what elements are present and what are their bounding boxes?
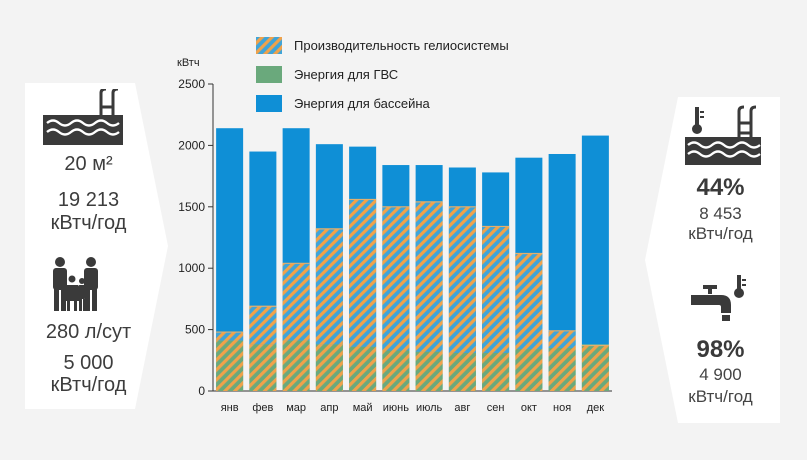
bar-solar-pool-11: [548, 330, 576, 349]
right-info-panel: 44% 8 453 кВтч/год 98% 4 900 кВтч/год: [645, 97, 780, 423]
pool-saved-unit: кВтч/год: [688, 224, 753, 243]
x-tick-label: ноя: [553, 402, 571, 414]
bar-solar-dhw-5: [349, 346, 377, 391]
water-saved-unit: кВтч/год: [688, 387, 753, 406]
legend-label-3: Энергия для бассейна: [294, 96, 431, 111]
y-axis-label: кВтч: [177, 57, 200, 69]
y-tick-label: 1500: [178, 200, 205, 214]
bar-solar-pool-8: [448, 206, 476, 353]
bar-solar-dhw-9: [482, 352, 510, 391]
x-tick-label: авг: [454, 402, 470, 414]
y-tick-label: 1000: [178, 261, 205, 275]
tap-thermometer-icon: [691, 275, 746, 321]
x-tick-label: май: [353, 402, 373, 414]
pool-icon: [43, 89, 123, 145]
pool-percent: 44%: [696, 174, 745, 201]
x-tick-label: сен: [487, 402, 505, 414]
bar-solar-pool-4: [315, 228, 343, 345]
y-tick-label: 500: [185, 323, 205, 337]
x-tick-label: июль: [416, 402, 443, 414]
bar-pool-11: [548, 153, 576, 349]
y-tick-label: 0: [198, 384, 205, 398]
x-tick-label: мар: [286, 402, 306, 414]
left-info-panel: 20 м² 19 213 кВтч/год 280 л/сут 5 000 кВ…: [25, 83, 168, 409]
bar-solar-pool-10: [515, 253, 543, 350]
family-icon: [53, 257, 98, 311]
y-tick-label: 2500: [178, 77, 205, 91]
bar-solar-dhw-10: [515, 349, 543, 391]
legend-swatch-3: [256, 95, 282, 112]
water-volume-label: 280 л/сут: [45, 321, 132, 343]
water-percent: 98%: [696, 336, 745, 363]
pool-area-label: 20 м²: [64, 153, 113, 175]
legend-swatch-1: [256, 37, 282, 54]
pool-thermometer-icon: [685, 105, 761, 165]
bar-solar-pool-6: [382, 206, 410, 351]
bar-solar-dhw-7: [415, 351, 443, 391]
bar-pool-1: [216, 128, 244, 341]
bar-solar-pool-9: [482, 226, 510, 353]
bar-solar-dhw-4: [315, 344, 343, 391]
x-tick-label: июнь: [383, 402, 409, 414]
right-panel-shape: [645, 97, 780, 423]
water-energy-value: 5 000: [63, 352, 114, 374]
x-tick-label: фев: [252, 402, 273, 414]
legend-label-2: Энергия для ГВС: [294, 67, 398, 82]
water-saved-value: 4 900: [699, 365, 742, 384]
legend-swatch-2: [256, 66, 282, 83]
bar-solar-dhw-6: [382, 350, 410, 391]
pool-energy-unit: кВтч/год: [50, 212, 127, 234]
bar-solar-dhw-12: [581, 345, 609, 391]
bars: [216, 128, 609, 391]
pool-energy-value: 19 213: [57, 189, 120, 211]
bar-solar-pool-1: [216, 332, 244, 341]
bar-solar-dhw-3: [282, 340, 310, 391]
bar-solar-pool-5: [349, 199, 377, 347]
bar-solar-pool-3: [282, 263, 310, 341]
pool-saved-value: 8 453: [699, 204, 742, 223]
y-tick-label: 2000: [178, 138, 205, 152]
x-tick-label: апр: [320, 402, 338, 414]
bar-solar-pool-2: [249, 306, 277, 345]
bar-pool-12: [581, 135, 609, 345]
x-tick-label: янв: [221, 402, 239, 414]
bar-solar-dhw-1: [216, 340, 244, 391]
legend: Производительность гелиосистемы Энергия д…: [256, 37, 509, 112]
legend-label-1: Производительность гелиосистемы: [294, 38, 509, 53]
x-tick-label: окт: [521, 402, 537, 414]
bar-solar-pool-7: [415, 201, 443, 352]
bar-solar-dhw-11: [548, 348, 576, 391]
x-tick-label: дек: [587, 402, 605, 414]
water-energy-unit: кВтч/год: [50, 374, 127, 396]
left-panel-shape: [25, 83, 168, 409]
bar-solar-dhw-2: [249, 344, 277, 391]
bar-solar-dhw-8: [448, 352, 476, 391]
